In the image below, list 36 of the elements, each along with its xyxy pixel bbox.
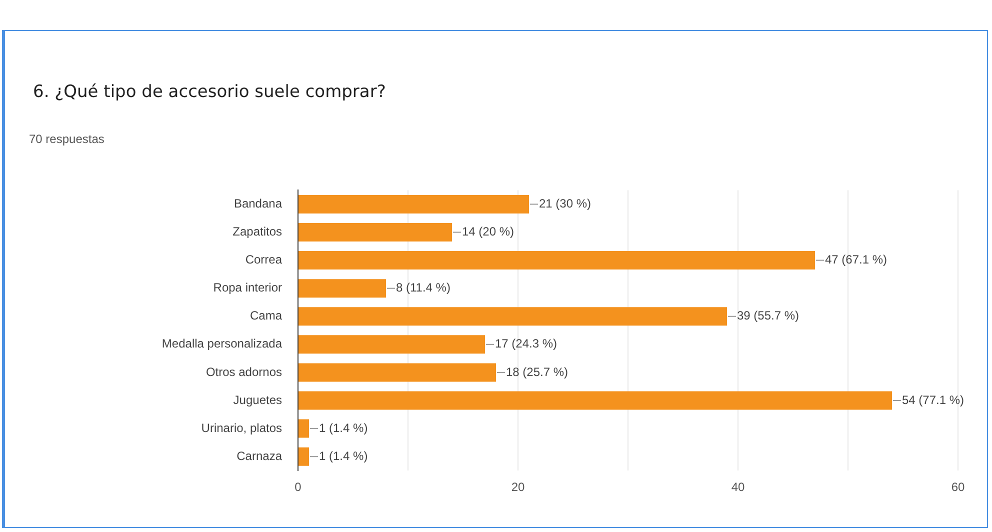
data-label: 14 (20 %)	[462, 224, 514, 239]
data-label: 39 (55.7 %)	[737, 308, 800, 323]
y-tick-label: Zapatitos	[232, 224, 282, 239]
chart-title: 6. ¿Qué tipo de accesorio suele comprar?	[33, 82, 386, 102]
y-tick-label: Medalla personalizada	[162, 336, 282, 351]
x-tick-label: 20	[511, 480, 525, 494]
bar	[298, 391, 892, 410]
data-label: 8 (11.4 %)	[396, 280, 450, 295]
bar	[298, 335, 485, 354]
bar	[298, 251, 815, 270]
text: 70 respuestas	[29, 132, 104, 146]
data-label: 21 (30 %)	[539, 196, 592, 211]
bar	[298, 223, 452, 242]
data-label: 1 (1.4 %)	[319, 448, 368, 463]
data-label: 1 (1.4 %)	[319, 420, 368, 435]
bar	[298, 307, 727, 326]
data-label: 18 (25.7 %)	[506, 364, 568, 379]
bar	[298, 363, 496, 382]
y-tick-label: Urinario, platos	[201, 420, 282, 435]
data-label: 54 (77.1 %)	[902, 392, 964, 407]
y-tick-label: Correa	[245, 252, 282, 267]
bar	[298, 447, 309, 466]
data-label: 47 (67.1 %)	[825, 252, 888, 267]
y-tick-label: Ropa interior	[213, 280, 282, 295]
x-tick-label: 40	[731, 480, 745, 494]
y-tick-label: Juguetes	[233, 392, 282, 407]
x-tick-label: 60	[951, 480, 965, 494]
bar	[298, 194, 529, 214]
bar	[298, 419, 309, 438]
y-tick-label: Otros adornos	[206, 364, 282, 379]
y-tick-label: Cama	[250, 308, 282, 323]
y-tick-label: Carnaza	[236, 448, 282, 463]
y-tick-label: Bandana	[234, 196, 282, 211]
x-tick-label: 0	[294, 480, 302, 494]
bar	[298, 279, 386, 298]
data-label: 17 (24.3 %)	[495, 336, 558, 351]
